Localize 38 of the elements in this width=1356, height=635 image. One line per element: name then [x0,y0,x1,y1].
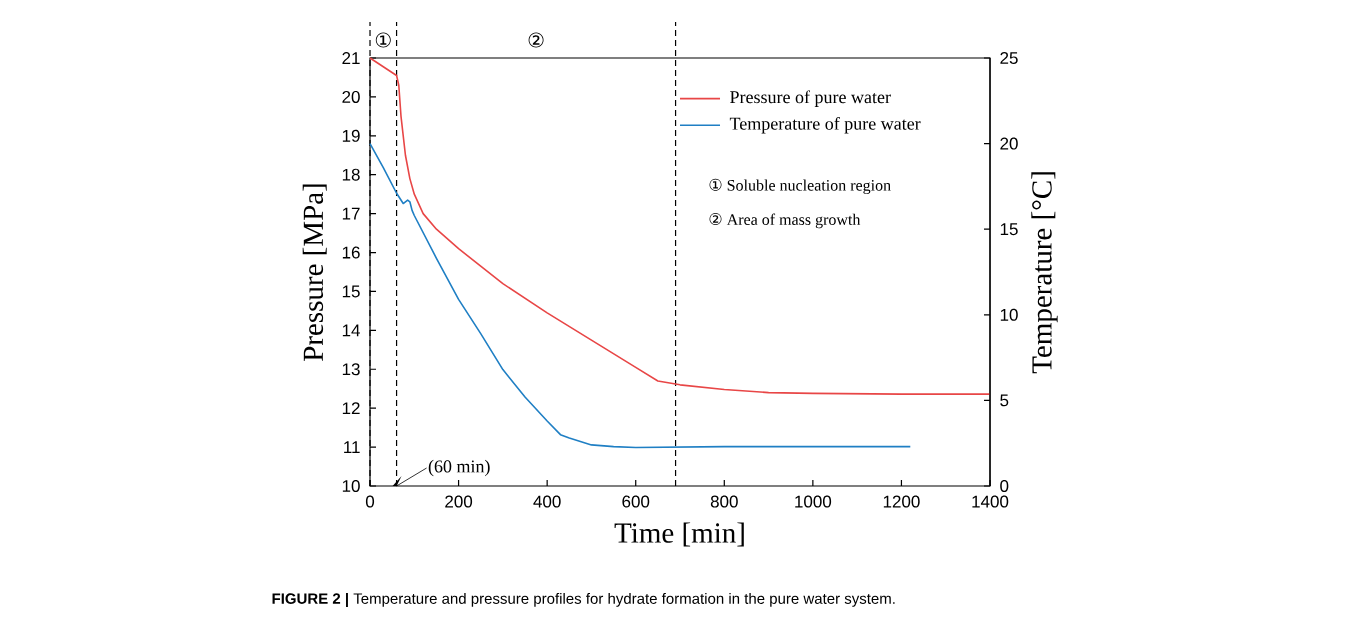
x-tick-label: 0 [365,495,375,508]
y-tick-label: 20 [342,90,360,103]
y2-axis-title: Temperature [°C] [1031,172,1058,374]
annotation: ② Area of mass growth [709,213,861,229]
x-tick-label: 600 [622,495,650,508]
x-tick-label: 1000 [795,495,832,508]
y-tick-label: 12 [342,402,360,415]
y2-tick-label: 0 [1000,479,1009,493]
y2-tick-label: 10 [1000,308,1018,321]
y-tick-label: 15 [342,285,360,298]
y2-tick-label: 5 [1000,394,1009,407]
y-axis-title: Pressure [MPa] [302,184,327,361]
y-tick-label: 13 [342,363,360,376]
y2-tick-label: 20 [1000,137,1018,150]
y-tick-label: 16 [342,246,360,259]
text: ① [375,32,391,48]
legend-label: Pressure of pure water [730,90,891,107]
x-tick-label: 200 [445,495,473,508]
y-tick-label: 19 [342,129,360,142]
line-series [369,57,991,395]
y-tick-label: 18 [342,168,360,181]
y-tick-label: 17 [342,207,360,220]
y2-tick-label: 25 [1000,51,1018,65]
legend-label: Temperature of pure water [729,116,921,134]
x-axis-title: Time [min] [614,522,744,547]
text: ② [528,32,544,48]
text: FIGURE 2 | Temperature and pressure profiles for hydrate formation in the pure water system. [272,592,895,608]
y-tick-label: 11 [344,441,360,453]
x-tick-label: 800 [710,495,738,508]
annotation: ① Soluble nucleation region [709,178,891,195]
y-tick-label: 14 [342,324,360,337]
y-tick-label: 10 [342,479,360,493]
x-tick-label: 400 [533,495,561,508]
annotation: (60 min) [428,459,490,477]
x-tick-label: 1400 [972,495,1009,508]
y-tick-label: 21 [342,52,360,64]
y2-tick-label: 15 [1000,223,1018,236]
x-tick-label: 1200 [883,495,920,508]
